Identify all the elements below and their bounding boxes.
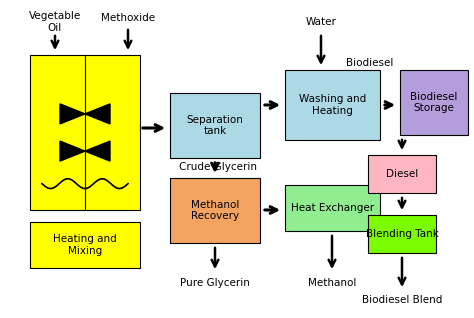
Text: Biodiesel: Biodiesel — [346, 58, 394, 68]
Text: Diesel: Diesel — [386, 169, 418, 179]
Text: Vegetable
Oil: Vegetable Oil — [29, 11, 81, 33]
Polygon shape — [60, 104, 85, 124]
FancyBboxPatch shape — [285, 70, 380, 140]
Text: Heating and
Mixing: Heating and Mixing — [53, 234, 117, 256]
Text: Methanol
Recovery: Methanol Recovery — [191, 200, 239, 221]
Text: Separation
tank: Separation tank — [187, 115, 244, 136]
Text: Biodiesel
Storage: Biodiesel Storage — [410, 92, 458, 113]
Polygon shape — [85, 141, 110, 161]
FancyBboxPatch shape — [368, 155, 436, 193]
FancyBboxPatch shape — [30, 222, 140, 268]
FancyBboxPatch shape — [30, 55, 140, 210]
FancyBboxPatch shape — [285, 185, 380, 231]
Text: Methoxide: Methoxide — [101, 13, 155, 23]
Text: Pure Glycerin: Pure Glycerin — [180, 278, 250, 288]
FancyBboxPatch shape — [170, 178, 260, 243]
Polygon shape — [60, 141, 85, 161]
FancyBboxPatch shape — [368, 215, 436, 253]
Polygon shape — [85, 104, 110, 124]
Text: Methanol: Methanol — [308, 278, 356, 288]
Text: Crude Glycerin: Crude Glycerin — [179, 162, 257, 172]
Text: Blending Tank: Blending Tank — [365, 229, 438, 239]
Text: Water: Water — [306, 17, 337, 27]
Text: Biodiesel Blend: Biodiesel Blend — [362, 295, 442, 305]
FancyBboxPatch shape — [170, 93, 260, 158]
Text: Heat Exchanger: Heat Exchanger — [291, 203, 374, 213]
FancyBboxPatch shape — [400, 70, 468, 135]
Text: Washing and
Heating: Washing and Heating — [299, 94, 366, 116]
